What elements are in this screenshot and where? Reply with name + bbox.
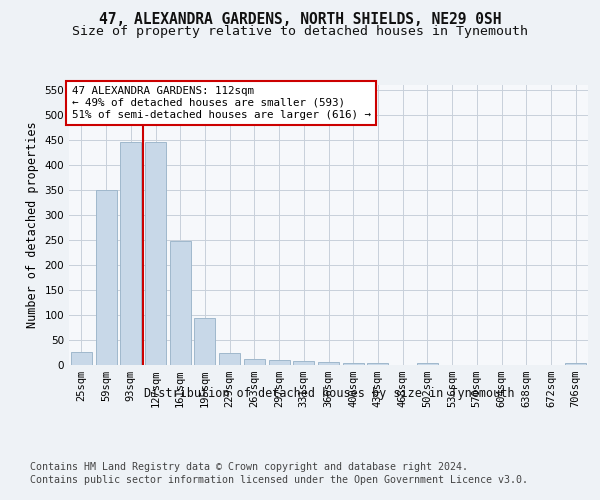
- Bar: [219, 352, 240, 365]
- Text: Size of property relative to detached houses in Tynemouth: Size of property relative to detached ho…: [72, 25, 528, 38]
- Bar: [95, 190, 116, 365]
- Bar: [565, 363, 586, 365]
- Bar: [343, 362, 364, 365]
- Y-axis label: Number of detached properties: Number of detached properties: [26, 122, 39, 328]
- Bar: [367, 363, 388, 365]
- Text: Distribution of detached houses by size in Tynemouth: Distribution of detached houses by size …: [143, 388, 514, 400]
- Bar: [318, 362, 339, 365]
- Bar: [170, 242, 191, 365]
- Bar: [145, 142, 166, 365]
- Bar: [293, 361, 314, 365]
- Bar: [71, 352, 92, 365]
- Bar: [194, 318, 215, 365]
- Bar: [417, 363, 438, 365]
- Text: 47, ALEXANDRA GARDENS, NORTH SHIELDS, NE29 0SH: 47, ALEXANDRA GARDENS, NORTH SHIELDS, NE…: [99, 12, 501, 28]
- Text: Contains public sector information licensed under the Open Government Licence v3: Contains public sector information licen…: [30, 475, 528, 485]
- Bar: [244, 358, 265, 365]
- Bar: [269, 360, 290, 365]
- Bar: [120, 142, 141, 365]
- Text: Contains HM Land Registry data © Crown copyright and database right 2024.: Contains HM Land Registry data © Crown c…: [30, 462, 468, 472]
- Text: 47 ALEXANDRA GARDENS: 112sqm
← 49% of detached houses are smaller (593)
51% of s: 47 ALEXANDRA GARDENS: 112sqm ← 49% of de…: [71, 86, 371, 120]
